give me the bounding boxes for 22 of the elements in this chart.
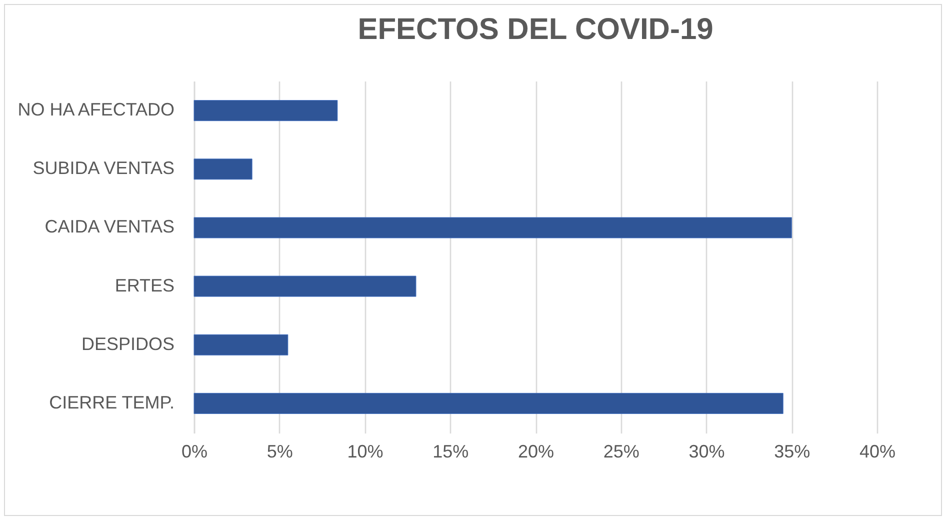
x-tick-label: 20% xyxy=(518,442,554,462)
x-tick-label: 40% xyxy=(859,442,896,462)
y-tick-label: ERTES xyxy=(114,275,174,296)
bar xyxy=(194,392,784,414)
chart-title: EFECTOS DEL COVID-19 xyxy=(358,13,714,46)
x-tick-label: 10% xyxy=(347,442,384,462)
x-tick-label: 5% xyxy=(266,442,293,462)
y-tick-label: SUBIDA VENTAS xyxy=(32,158,174,178)
y-tick-label: CIERRE TEMP. xyxy=(49,392,174,412)
bar xyxy=(194,217,792,238)
bar xyxy=(194,334,288,356)
bar xyxy=(194,276,416,297)
x-tick-label: 35% xyxy=(774,442,810,462)
bar xyxy=(194,158,252,180)
x-tick-label: 30% xyxy=(688,442,725,462)
y-tick-label: NO HA AFECTADO xyxy=(18,100,174,120)
x-tick-label: 25% xyxy=(603,442,640,462)
bar xyxy=(194,100,338,122)
x-tick-label: 0% xyxy=(181,442,208,462)
y-tick-label: CAIDA VENTAS xyxy=(44,216,174,237)
x-tick-label: 15% xyxy=(432,442,469,462)
y-tick-label: DESPIDOS xyxy=(81,334,174,354)
